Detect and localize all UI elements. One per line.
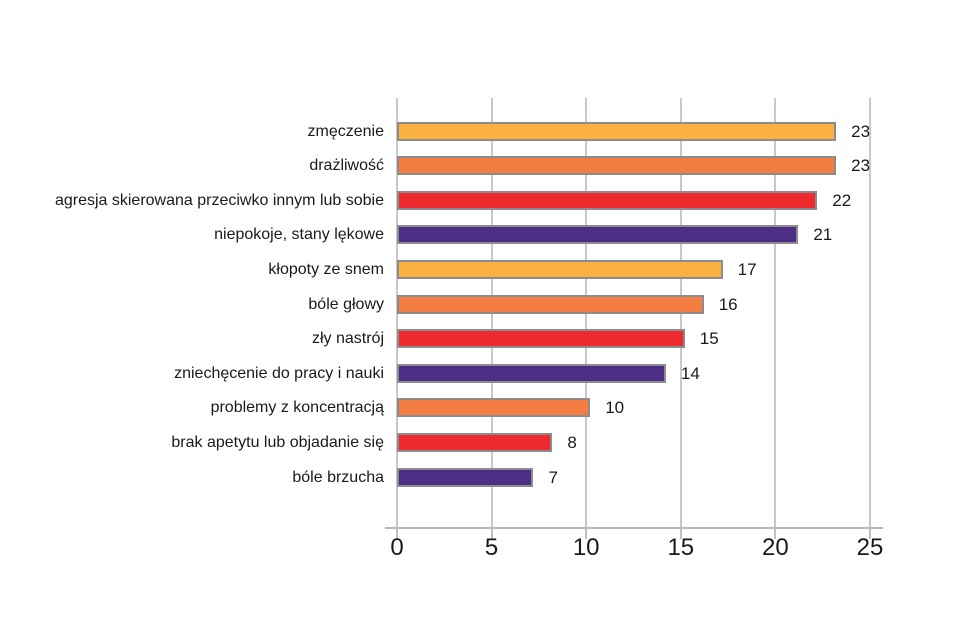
x-axis-line: [385, 527, 883, 529]
value-label: 23: [851, 121, 871, 141]
x-axis-tick: [490, 529, 493, 539]
bar-3: [397, 190, 818, 210]
value-label: 21: [813, 225, 833, 245]
bar-8: [397, 363, 666, 383]
value-label: 17: [737, 259, 757, 279]
x-tick-label: 25: [856, 534, 884, 561]
value-label: 14: [680, 363, 700, 383]
value-label: 7: [548, 467, 558, 487]
bar-10: [397, 432, 553, 452]
gridline-x-10: [585, 98, 588, 529]
x-axis-tick: [585, 529, 588, 539]
bar-1: [397, 121, 837, 141]
x-tick-label: 20: [762, 534, 789, 561]
value-label: 8: [567, 432, 577, 452]
bar-7: [397, 329, 685, 349]
category-label: bóle brzucha: [292, 468, 384, 486]
category-label: bóle głowy: [308, 295, 384, 313]
x-axis-tick: [396, 529, 398, 539]
gridline-x-5: [490, 98, 493, 529]
gridline-x-20: [774, 98, 777, 529]
value-label: 22: [832, 190, 852, 210]
gridline-x-25: [869, 98, 871, 529]
gridline-x-0: [396, 98, 398, 529]
x-axis-tick: [679, 529, 682, 539]
x-tick-label: 0: [390, 534, 404, 561]
category-label: niepokoje, stany lękowe: [214, 226, 384, 244]
bar-4: [397, 225, 799, 245]
bar-11: [397, 467, 534, 487]
category-label: drażliwość: [309, 157, 384, 175]
value-label: 23: [851, 156, 871, 176]
value-label: 10: [605, 398, 625, 418]
gridline-x-15: [679, 98, 682, 529]
x-tick-label: 15: [667, 534, 695, 561]
x-tick-label: 5: [484, 534, 499, 561]
category-label: agresja skierowana przeciwko innym lub s…: [54, 191, 384, 209]
x-axis-tick: [774, 529, 777, 539]
bar-6: [397, 294, 704, 314]
category-label: zniechęcenie do pracy i nauki: [174, 364, 384, 382]
category-label: brak apetytu lub objadanie się: [171, 433, 384, 451]
bar-5: [397, 259, 723, 279]
bar-9: [397, 398, 591, 418]
x-axis-tick: [869, 529, 871, 539]
bar-2: [397, 156, 837, 176]
category-label: zmęczenie: [307, 122, 384, 140]
x-tick-label: 10: [572, 534, 600, 561]
category-label: kłopoty ze snem: [268, 260, 384, 278]
value-label: 16: [718, 294, 738, 314]
category-label: problemy z koncentracją: [210, 399, 384, 417]
category-label: zły nastrój: [311, 330, 384, 348]
value-label: 15: [699, 329, 719, 349]
